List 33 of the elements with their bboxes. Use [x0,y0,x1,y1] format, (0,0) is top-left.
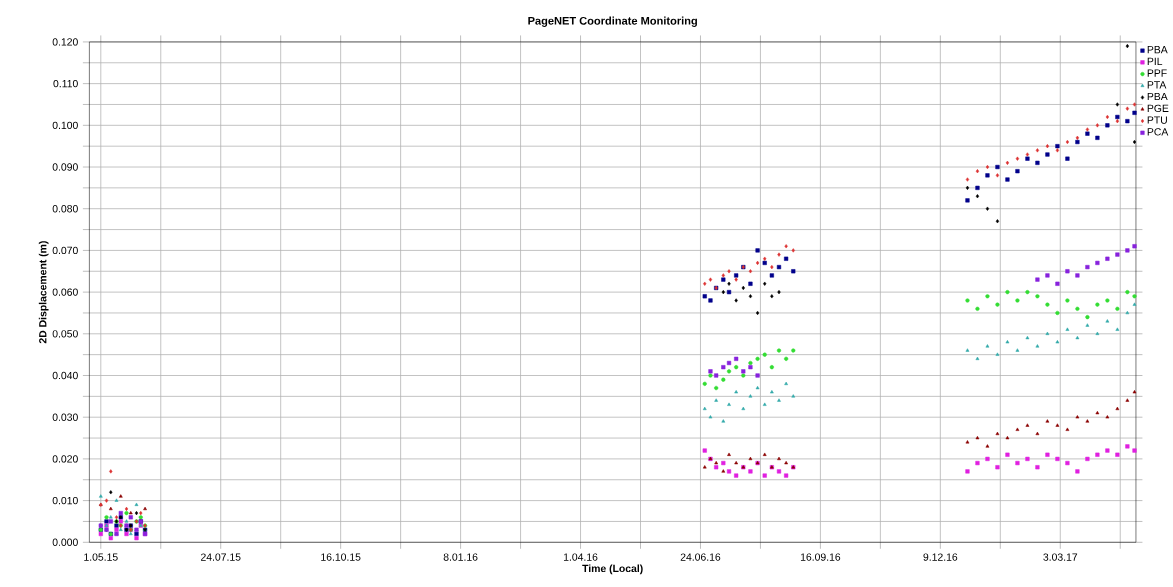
legend-label: PGE [1147,104,1169,112]
y-tick-label: 0.090 [52,163,78,171]
x-tick-label: 1.05.15 [84,553,118,561]
y-tick-label: 0.110 [53,79,78,88]
legend-label: PIL [1147,57,1163,65]
y-tick-label: 0.080 [52,204,78,213]
x-tick-label: 3.03.17 [1043,553,1078,561]
x-tick-label: 8.01.16 [443,553,478,561]
x-axis-title: Time (Local) [582,564,643,575]
y-tick-label: 0.030 [52,413,78,421]
y-tick-label: 0.000 [52,538,78,546]
legend-label: PCA [1147,128,1169,136]
y-tick-label: 0.050 [52,330,78,338]
y-axis-title: 2D Displacement (m) [38,241,49,344]
y-tick-label: 0.010 [52,496,78,505]
y-tick-label: 0.040 [52,371,78,380]
y-tick-label: 0.070 [52,246,78,255]
legend-label: PTA [1147,81,1167,89]
x-tick-label: 9.12.16 [923,553,958,561]
x-tick-label: 24.07.15 [201,553,241,561]
x-tick-label: 1.04.16 [563,553,598,561]
chart-title: PageNET Coordinate Monitoring [528,16,697,27]
legend-label: PPF [1147,69,1167,77]
y-tick-label: 0.120 [52,38,78,46]
y-tick-label: 0.020 [52,455,78,463]
legend-label: PBA [1147,92,1168,101]
legend-label: PTU [1147,116,1167,124]
x-tick-label: 16.10.15 [321,553,361,561]
x-tick-label: 24.06.16 [680,553,721,561]
legend-label: PBA [1147,46,1168,54]
x-tick-label: 16.09.16 [800,553,841,561]
y-tick-label: 0.100 [52,121,78,129]
y-tick-label: 0.060 [52,288,78,296]
